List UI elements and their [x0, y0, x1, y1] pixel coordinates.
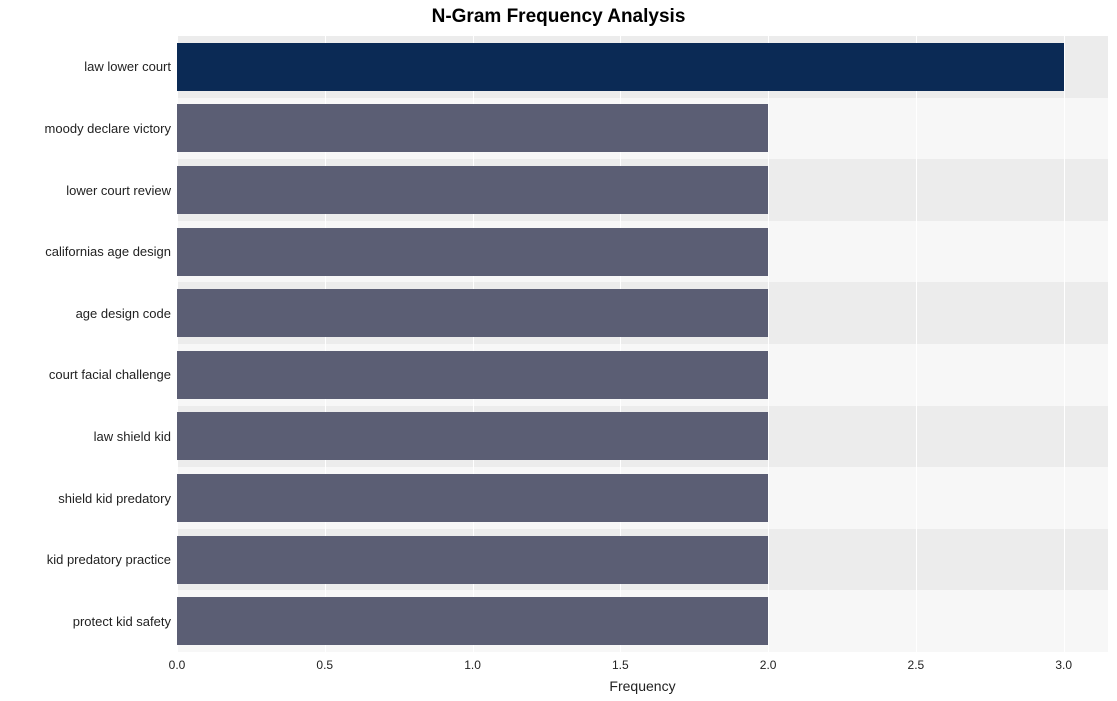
y-tick-label: law shield kid [94, 429, 171, 444]
y-tick-label: law lower court [84, 59, 171, 74]
bar [177, 412, 768, 460]
bar [177, 43, 1064, 91]
x-tick-label: 2.5 [908, 658, 925, 672]
plot-area [177, 36, 1108, 652]
y-tick-label: californias age design [45, 244, 171, 259]
bar [177, 166, 768, 214]
y-tick-label: moody declare victory [45, 121, 171, 136]
x-tick-label: 0.5 [316, 658, 333, 672]
bar [177, 104, 768, 152]
chart-container: N-Gram Frequency Analysis Frequency law … [0, 0, 1117, 701]
y-tick-label: kid predatory practice [47, 552, 171, 567]
x-tick-label: 2.0 [760, 658, 777, 672]
bar [177, 351, 768, 399]
x-tick-label: 3.0 [1055, 658, 1072, 672]
bar [177, 536, 768, 584]
y-tick-label: age design code [76, 306, 171, 321]
x-tick-label: 0.0 [169, 658, 186, 672]
y-tick-label: protect kid safety [73, 614, 171, 629]
grid-line [1064, 36, 1065, 652]
bar [177, 597, 768, 645]
bar [177, 289, 768, 337]
bar [177, 228, 768, 276]
x-tick-label: 1.5 [612, 658, 629, 672]
y-tick-label: shield kid predatory [58, 491, 171, 506]
y-tick-label: court facial challenge [49, 367, 171, 382]
bar [177, 474, 768, 522]
x-axis-label: Frequency [583, 678, 703, 694]
grid-line [768, 36, 769, 652]
grid-line [916, 36, 917, 652]
x-tick-label: 1.0 [464, 658, 481, 672]
y-tick-label: lower court review [66, 183, 171, 198]
chart-title: N-Gram Frequency Analysis [0, 6, 1117, 28]
